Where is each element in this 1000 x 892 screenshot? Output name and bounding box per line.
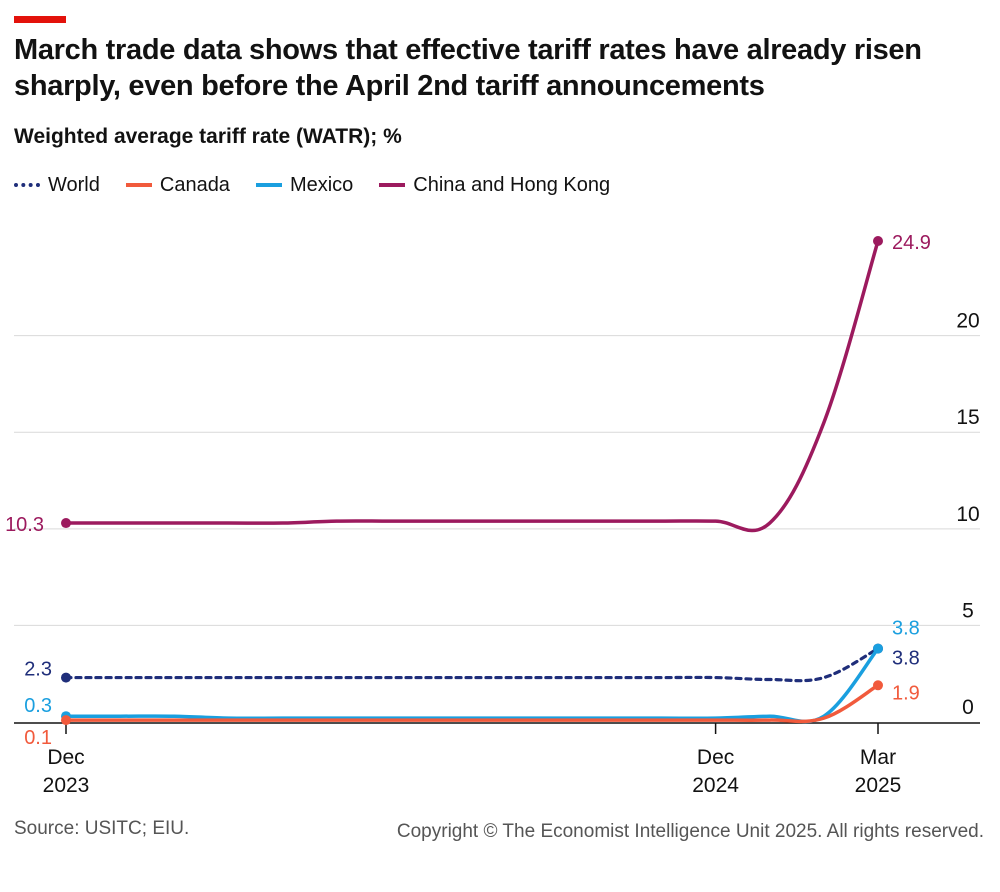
start-point-canada: [61, 715, 71, 726]
start-label-china: 10.3: [5, 514, 44, 536]
end-point-china: [873, 236, 883, 246]
legend-item-canada: Canada: [125, 173, 230, 197]
legend-swatch-mexico: [255, 183, 282, 187]
legend-label-world: World: [48, 173, 100, 196]
x-tick-label-year-2: 2025: [855, 774, 902, 797]
legend-item-world: World: [14, 174, 100, 197]
start-point-china: [61, 518, 71, 529]
end-point-mexico: [873, 643, 883, 654]
legend-swatch-canada: [125, 183, 152, 187]
accent-bar: [14, 16, 66, 23]
x-tick-label-year-0: 2023: [43, 774, 90, 797]
x-tick-label-month-0: Dec: [47, 746, 84, 769]
y-tick-label-20: 20: [956, 310, 979, 333]
chart-subtitle: Weighted average tariff rate (WATR); %: [14, 125, 402, 148]
series-line-mexico: [64, 646, 880, 724]
line-chart: 0 5 10 15 20 Dec 2023 Dec 2024 Mar 2025 10.3 24.9 2.3…: [5, 232, 980, 797]
x-tick-label-month-2: Mar: [860, 746, 896, 769]
legend-item-mexico: Mexico: [255, 173, 354, 197]
x-tick-label-year-1: 2024: [692, 774, 739, 797]
start-label-mexico: 0.3: [24, 695, 52, 717]
legend: World Canada Mexico China and Hong Kong: [14, 172, 636, 198]
legend-label-canada: Canada: [159, 173, 230, 196]
legend-label-china: China and Hong Kong: [413, 173, 611, 196]
series-line-canada: [64, 683, 880, 724]
x-tick-label-month-1: Dec: [697, 746, 734, 769]
end-label-china: 24.9: [892, 232, 931, 254]
y-tick-label-15: 15: [956, 406, 979, 429]
legend-swatch-china: [379, 183, 406, 187]
copyright-note: Copyright © The Economist Intelligence U…: [396, 821, 984, 842]
chart-title: March trade data shows that effective ta…: [14, 34, 922, 102]
legend-swatch-world: [14, 183, 40, 187]
series-line-china: [64, 239, 880, 533]
legend-label-mexico: Mexico: [289, 173, 354, 196]
y-tick-label-5: 5: [962, 599, 974, 622]
start-label-canada: 0.1: [24, 727, 52, 749]
legend-item-china: China and Hong Kong: [379, 174, 610, 197]
y-tick-label-10: 10: [956, 503, 979, 526]
end-label-world: 3.8: [892, 648, 920, 670]
y-tick-label-0: 0: [962, 696, 974, 719]
end-point-canada: [873, 680, 883, 691]
start-label-world: 2.3: [24, 659, 52, 681]
end-label-mexico: 3.8: [892, 618, 920, 640]
source-note: Source: USITC; EIU.: [14, 818, 190, 839]
series-line-world: [64, 646, 880, 683]
end-label-canada: 1.9: [892, 682, 920, 704]
start-point-world: [61, 672, 71, 683]
